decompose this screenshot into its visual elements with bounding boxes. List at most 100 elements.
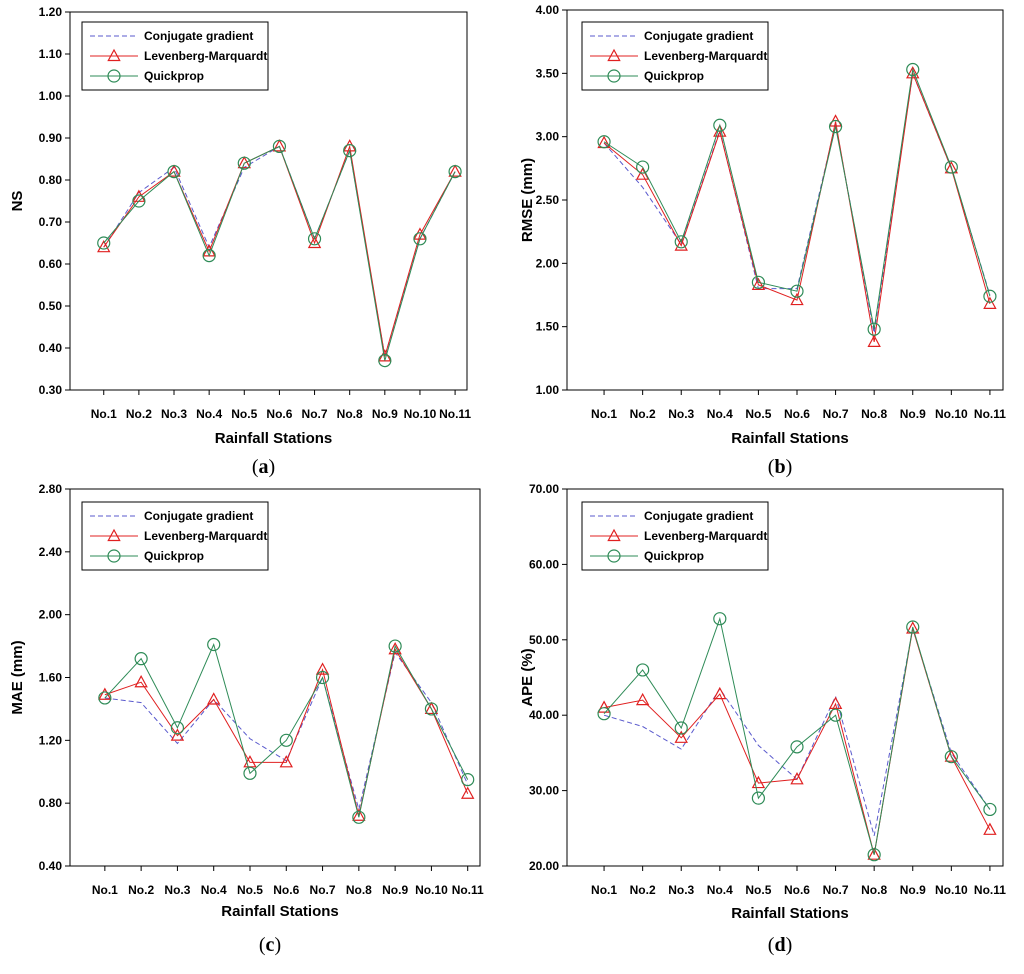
data-point-circle [132, 194, 146, 208]
data-point-triangle [206, 692, 221, 705]
plot-frame [566, 488, 1004, 867]
chart-panel-a: 0.30 0.40 0.50 0.60 0.70 0.80 0.90 1.00 1.10 1.20… [9, 5, 471, 478]
data-point-triangle [867, 334, 881, 347]
plot-frame [69, 11, 468, 391]
legend-label: Quickprop [144, 549, 204, 563]
data-point-circle [828, 708, 843, 722]
legend-marker-circle [107, 69, 121, 83]
x-tick-label: No.4 [707, 407, 733, 421]
data-point-circle [751, 275, 766, 289]
data-point-circle [207, 637, 221, 652]
x-tick-label: No.5 [231, 407, 257, 421]
y-tick-label: 0.50 [39, 299, 63, 313]
data-point-triangle [272, 139, 287, 152]
data-point-triangle [713, 686, 727, 700]
x-tick-label: No.10 [415, 883, 448, 897]
data-point-circle [636, 663, 650, 677]
data-point-circle [343, 144, 357, 158]
x-tick-label: No.3 [161, 407, 187, 421]
data-point-triangle [635, 692, 650, 706]
series-line [603, 628, 991, 855]
y-tick-label: 3.00 [536, 130, 560, 144]
x-tick-label: No.9 [372, 407, 398, 421]
x-tick-label: No.11 [974, 407, 1006, 421]
legend: Conjugate gradient Levenberg-Marquardt Qui… [581, 501, 769, 571]
data-point-circle [713, 118, 727, 132]
data-point-circle [237, 156, 251, 170]
y-tick-label: 30.00 [529, 784, 559, 798]
x-axis-title: Rainfall Stations [215, 430, 333, 447]
panel-caption: (b) [768, 456, 792, 478]
x-tick-label: No.6 [266, 407, 292, 421]
series-conjugate-gradient [603, 71, 991, 334]
data-point-circle [315, 670, 330, 685]
x-tick-label: No.5 [745, 407, 771, 421]
series-quickprop [97, 139, 462, 368]
data-point-circle [170, 721, 185, 735]
x-tick-label: No.8 [861, 407, 887, 421]
data-point-circle [202, 249, 216, 263]
panel-caption: (c) [259, 934, 281, 956]
series-quickprop [98, 637, 475, 824]
x-tick-label: No.7 [823, 883, 849, 897]
legend-label: Levenberg-Marquardt [144, 529, 267, 543]
series-quickprop [597, 62, 997, 336]
x-tick-label: No.4 [707, 883, 733, 897]
x-tick-label: No.2 [128, 883, 154, 897]
x-tick-label: No.3 [668, 407, 694, 421]
data-point-triangle [828, 696, 843, 709]
x-tick-label: No.4 [196, 407, 222, 421]
data-point-circle [424, 702, 439, 716]
data-point-triangle [790, 772, 804, 785]
y-tick-label: 1.20 [39, 5, 63, 19]
y-tick-label: 1.00 [536, 383, 560, 397]
data-point-circle [983, 289, 997, 303]
x-tick-label: No.7 [823, 407, 849, 421]
y-tick-label: 0.70 [39, 215, 63, 229]
y-tick-label: 2.40 [39, 545, 63, 559]
data-point-triangle [867, 847, 881, 860]
x-tick-label: No.3 [668, 883, 694, 897]
y-axis-title: APE (%) [519, 648, 536, 706]
x-tick-label: No.9 [382, 883, 408, 897]
y-tick-label: 0.40 [39, 859, 63, 873]
data-point-circle [97, 236, 111, 250]
x-tick-label: No.8 [861, 883, 887, 897]
y-tick-label: 40.00 [529, 708, 559, 722]
data-point-triangle [906, 66, 920, 79]
legend-label: Conjugate gradient [644, 509, 753, 523]
x-tick-label: No.11 [974, 883, 1006, 897]
y-tick-label: 60.00 [529, 557, 559, 571]
y-tick-label: 1.00 [39, 89, 63, 103]
data-point-triangle [674, 730, 688, 743]
data-point-triangle [751, 775, 766, 789]
series-conjugate-gradient [603, 628, 991, 836]
series-line [603, 628, 991, 836]
data-point-triangle [388, 641, 402, 655]
series-line [103, 145, 456, 357]
x-tick-label: No.9 [900, 883, 926, 897]
data-point-triangle [315, 662, 330, 675]
x-tick-label: No.6 [784, 407, 810, 421]
data-point-triangle [424, 701, 439, 715]
legend-marker-circle [607, 69, 621, 83]
data-point-circle [906, 62, 920, 77]
y-tick-label: 0.80 [39, 173, 63, 187]
data-point-circle [906, 620, 920, 634]
data-point-circle [983, 802, 997, 817]
data-point-circle [448, 165, 462, 179]
series-line [603, 67, 991, 330]
series-line [103, 145, 456, 361]
y-tick-label: 4.00 [536, 3, 560, 17]
x-tick-label: No.10 [935, 883, 968, 897]
x-tick-label: No.9 [900, 407, 926, 421]
y-tick-label: 1.60 [39, 671, 63, 685]
data-point-circle [674, 721, 688, 735]
x-tick-label: No.8 [337, 407, 363, 421]
y-tick-label: 3.50 [536, 66, 560, 80]
legend: Conjugate gradient Levenberg-Marquardt Qui… [581, 21, 769, 91]
data-point-circle [461, 773, 475, 787]
data-point-triangle [674, 238, 688, 251]
series-conjugate-gradient [103, 145, 456, 357]
